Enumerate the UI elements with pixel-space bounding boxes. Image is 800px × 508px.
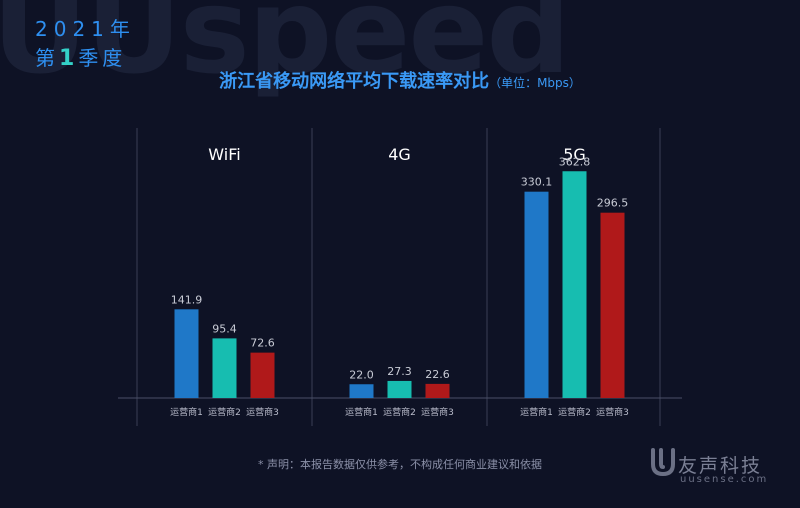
group-label-WiFi: WiFi (208, 145, 240, 164)
bar-4G-1 (349, 384, 374, 398)
value-label-4G-2: 27.3 (387, 365, 412, 378)
value-label-4G-3: 22.6 (425, 368, 450, 381)
chart-title-unit: （单位：Mbps） (489, 76, 581, 90)
quarter-number: 1 (59, 46, 79, 71)
watermark-text: UUspeed (0, 0, 571, 100)
category-label-5G-2: 运营商2 (558, 406, 591, 418)
category-label-4G-3: 运营商3 (421, 406, 454, 418)
report-quarter: 第1季度 (35, 42, 126, 71)
category-label-4G-2: 运营商2 (383, 406, 416, 418)
bar-WiFi-3 (250, 352, 275, 398)
bar-WiFi-2 (212, 338, 237, 398)
category-label-WiFi-3: 运营商3 (246, 406, 279, 418)
brand-url: uusense.com (680, 474, 769, 485)
bar-4G-2 (387, 380, 412, 398)
quarter-prefix: 第 (35, 46, 59, 70)
disclaimer-footnote: * 声明：本报告数据仅供参考，不构成任何商业建议和依据 (258, 458, 542, 471)
category-label-5G-3: 运营商3 (596, 406, 629, 418)
group-label-5G: 5G (563, 145, 586, 164)
bar-WiFi-1 (174, 309, 199, 398)
value-label-5G-1: 330.1 (521, 176, 553, 189)
bar-5G-3 (600, 212, 625, 398)
quarter-suffix: 季度 (78, 46, 127, 70)
chart-title: 浙江省移动网络平均下载速率对比（单位：Mbps） (0, 67, 800, 93)
value-label-WiFi-2: 95.4 (212, 322, 237, 335)
bar-5G-1 (524, 191, 549, 398)
category-label-WiFi-2: 运营商2 (208, 406, 241, 418)
category-label-WiFi-1: 运营商1 (170, 406, 203, 418)
category-label-5G-1: 运营商1 (520, 406, 553, 418)
value-label-5G-3: 296.5 (597, 197, 629, 210)
bar-5G-2 (562, 171, 587, 398)
brand-name: 友声科技 (678, 455, 763, 477)
value-label-WiFi-3: 72.6 (250, 337, 275, 350)
value-label-4G-1: 22.0 (349, 368, 374, 381)
brand-logo-icon (651, 448, 675, 477)
group-label-4G: 4G (388, 145, 411, 164)
chart-title-main: 浙江省移动网络平均下载速率对比 (219, 71, 490, 92)
value-label-WiFi-1: 141.9 (171, 293, 203, 306)
value-label-5G-2: 362.8 (559, 155, 591, 168)
category-label-4G-1: 运营商1 (345, 406, 378, 418)
report-year: 2021年 (35, 17, 136, 41)
bar-4G-3 (425, 383, 450, 398)
